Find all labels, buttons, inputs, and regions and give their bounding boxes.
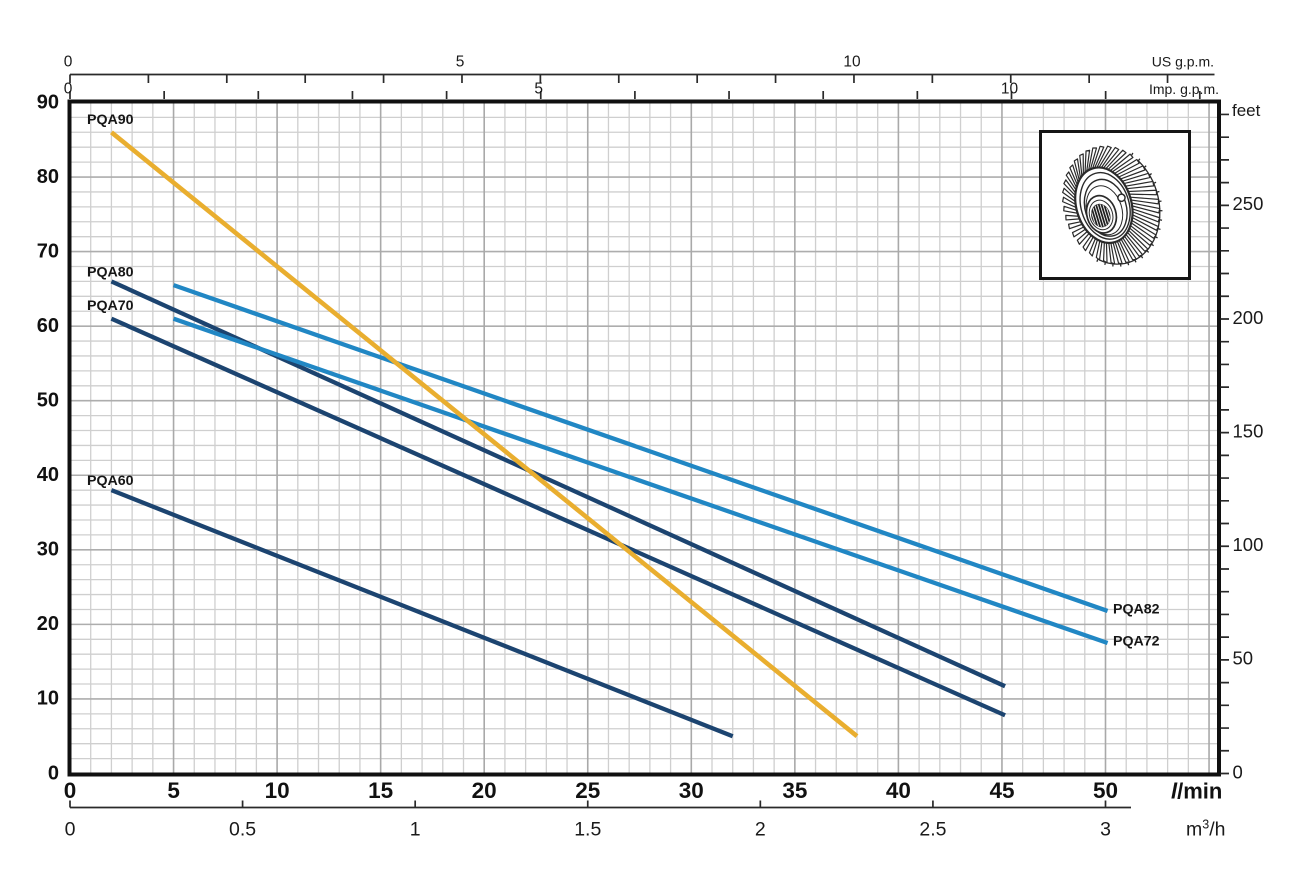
svg-text:PQA60: PQA60 [87,473,134,489]
svg-text:10: 10 [37,688,59,710]
svg-text:10: 10 [1001,81,1019,98]
svg-text:2: 2 [755,819,766,841]
svg-text:90: 90 [37,91,59,113]
svg-text:40: 40 [37,464,59,486]
svg-text:0: 0 [65,819,76,841]
svg-text:60: 60 [37,315,59,337]
svg-text:0: 0 [48,762,59,784]
svg-text:3: 3 [1100,819,1111,841]
svg-text:PQA90: PQA90 [87,112,134,128]
svg-text:30: 30 [37,539,59,561]
svg-text:150: 150 [1233,420,1264,441]
svg-text:1: 1 [410,819,421,841]
svg-text:feet: feet [1232,101,1261,120]
svg-text:80: 80 [37,166,59,188]
svg-text:70: 70 [37,240,59,262]
svg-text:50: 50 [37,390,59,412]
svg-text:10: 10 [843,54,861,71]
svg-text:5: 5 [167,778,180,803]
svg-text:20: 20 [472,778,497,803]
svg-text:40: 40 [886,778,911,803]
svg-text:l/min: l/min [1171,779,1222,804]
svg-text:0: 0 [64,81,73,98]
svg-text:35: 35 [782,778,807,803]
svg-text:5: 5 [456,54,465,71]
svg-text:50: 50 [1233,648,1254,669]
svg-text:50: 50 [1093,778,1118,803]
svg-text:30: 30 [679,778,704,803]
svg-text:0.5: 0.5 [229,819,256,841]
svg-text:200: 200 [1233,307,1264,328]
svg-text:US g.p.m.: US g.p.m. [1152,54,1214,70]
svg-text:m3/h: m3/h [1186,818,1225,841]
svg-text:0: 0 [1233,761,1243,782]
svg-text:100: 100 [1233,534,1264,555]
svg-text:25: 25 [575,778,600,803]
svg-text:15: 15 [368,778,393,803]
svg-text:20: 20 [37,613,59,635]
svg-text:PQA72: PQA72 [1113,634,1160,650]
svg-text:2.5: 2.5 [919,819,946,841]
svg-text:10: 10 [265,778,290,803]
svg-text:0: 0 [64,54,73,71]
svg-text:PQA70: PQA70 [87,298,134,314]
svg-text:0: 0 [64,778,77,803]
svg-text:PQA82: PQA82 [1113,602,1160,618]
svg-text:250: 250 [1233,193,1264,214]
svg-text:45: 45 [989,778,1014,803]
svg-text:PQA80: PQA80 [87,265,134,281]
svg-text:1.5: 1.5 [574,819,601,841]
svg-text:5: 5 [534,81,543,98]
svg-text:Imp. g.p.m.: Imp. g.p.m. [1149,81,1219,97]
